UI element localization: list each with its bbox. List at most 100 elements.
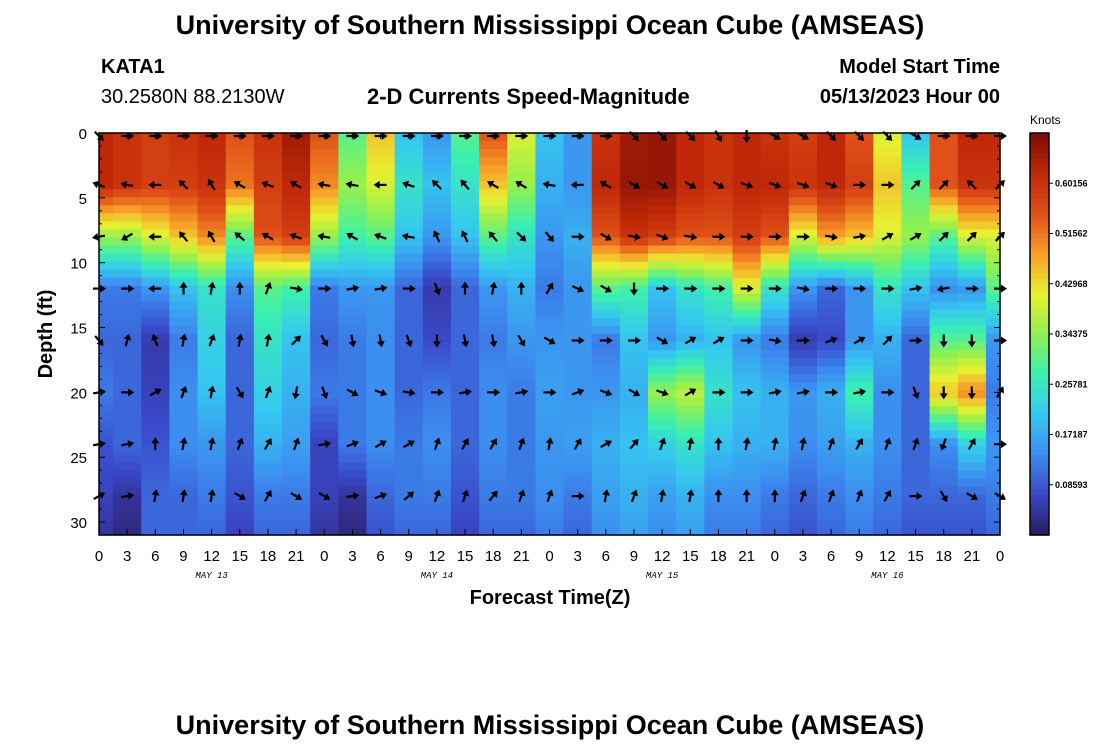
current-arrow bbox=[149, 132, 163, 140]
heatmap-cell bbox=[591, 510, 621, 520]
heatmap-cell bbox=[394, 374, 424, 383]
heatmap-cell bbox=[253, 221, 283, 231]
colorbar-segment bbox=[1030, 454, 1049, 461]
heatmap-cell bbox=[985, 253, 1001, 263]
heatmap-cell bbox=[450, 253, 480, 263]
heatmap-cell bbox=[113, 157, 142, 166]
heatmap-cell bbox=[479, 350, 508, 359]
heatmap-cell bbox=[394, 462, 424, 472]
heatmap-cell bbox=[591, 414, 621, 424]
heatmap-cell bbox=[732, 261, 762, 271]
heatmap-cell bbox=[113, 261, 142, 271]
current-arrow bbox=[827, 489, 836, 503]
heatmap-cell bbox=[141, 221, 170, 231]
heatmap-cell bbox=[648, 165, 677, 174]
heatmap-cell bbox=[310, 325, 339, 335]
heatmap-cell bbox=[929, 221, 959, 231]
heatmap-cell bbox=[901, 157, 931, 166]
heatmap-cell bbox=[704, 358, 734, 367]
heatmap-cell bbox=[197, 197, 227, 206]
colorbar-segment bbox=[1030, 384, 1049, 390]
heatmap-cell bbox=[422, 350, 452, 359]
heatmap-cell bbox=[141, 309, 170, 319]
heatmap-cell bbox=[816, 366, 846, 375]
current-arrow bbox=[488, 231, 498, 243]
current-arrow bbox=[825, 336, 838, 344]
heatmap-cell bbox=[873, 165, 903, 174]
colorbar-segment bbox=[1030, 328, 1049, 335]
heatmap-cell bbox=[479, 478, 508, 488]
heatmap-cell bbox=[732, 446, 762, 456]
y-tick-label: 25 bbox=[70, 450, 87, 467]
heatmap-cell bbox=[282, 221, 311, 231]
heatmap-cell bbox=[253, 253, 283, 263]
heatmap-cell bbox=[704, 325, 734, 335]
colorbar-segment bbox=[1030, 499, 1049, 506]
heatmap-cell bbox=[535, 510, 565, 520]
heatmap-cell bbox=[535, 414, 565, 424]
heatmap-cell bbox=[563, 454, 593, 464]
heatmap-cell bbox=[985, 494, 1001, 504]
heatmap-cell bbox=[901, 325, 931, 335]
heatmap-cell bbox=[648, 358, 677, 367]
heatmap-cell bbox=[788, 518, 818, 528]
heatmap-cell bbox=[873, 317, 903, 327]
heatmap-cell bbox=[225, 293, 255, 303]
heatmap-cell bbox=[985, 366, 1001, 375]
heatmap-cell bbox=[141, 253, 170, 263]
heatmap-cell bbox=[450, 277, 480, 287]
heatmap-cell bbox=[648, 414, 677, 424]
current-arrow bbox=[855, 489, 864, 503]
heatmap-cell bbox=[479, 173, 508, 182]
heatmap-cell bbox=[845, 325, 874, 335]
current-arrow bbox=[630, 489, 639, 503]
heatmap-cell bbox=[929, 277, 959, 287]
heatmap-cell bbox=[816, 342, 846, 351]
heatmap-cell bbox=[99, 317, 114, 327]
heatmap-cell bbox=[450, 478, 480, 488]
heatmap-cell bbox=[141, 213, 170, 223]
heatmap-cell bbox=[338, 438, 368, 448]
heatmap-cell bbox=[563, 470, 593, 480]
heatmap-cell bbox=[282, 430, 311, 440]
current-arrow bbox=[938, 231, 949, 242]
heatmap-cell bbox=[253, 317, 283, 327]
heatmap-cell bbox=[732, 358, 762, 367]
current-arrow bbox=[939, 490, 948, 503]
heatmap-cell bbox=[985, 245, 1001, 255]
heatmap-cell bbox=[760, 173, 790, 182]
current-arrow bbox=[768, 284, 782, 293]
heatmap-cell bbox=[366, 285, 396, 295]
heatmap-cell bbox=[563, 141, 593, 150]
heatmap-cell bbox=[648, 157, 677, 166]
heatmap-cell bbox=[99, 358, 114, 367]
heatmap-cell bbox=[479, 382, 508, 391]
heatmap-cell bbox=[901, 189, 931, 198]
heatmap-cell bbox=[873, 478, 903, 488]
heatmap-cell bbox=[985, 293, 1001, 303]
current-arrow bbox=[515, 180, 528, 189]
heatmap-cell bbox=[169, 510, 199, 520]
current-arrow bbox=[264, 282, 273, 295]
current-arrow bbox=[489, 281, 498, 295]
heatmap-cell bbox=[310, 358, 339, 367]
colorbar-segment bbox=[1030, 288, 1049, 295]
heatmap-cell bbox=[394, 350, 424, 359]
heatmap-cell bbox=[113, 518, 142, 528]
heatmap-cell bbox=[141, 518, 170, 528]
heatmap-cell bbox=[788, 285, 818, 295]
heatmap-cell bbox=[366, 366, 396, 375]
heatmap-cell bbox=[816, 486, 846, 496]
heatmap-cell bbox=[760, 149, 790, 158]
current-arrow bbox=[571, 336, 585, 345]
heatmap-cell bbox=[394, 229, 424, 239]
heatmap-cell bbox=[732, 406, 762, 415]
heatmap-cell bbox=[141, 510, 170, 520]
heatmap-cell bbox=[450, 350, 480, 359]
x-tick-label: 6 bbox=[376, 548, 384, 565]
heatmap-cell bbox=[310, 205, 339, 214]
heatmap-cell bbox=[760, 213, 790, 223]
heatmap-cell bbox=[788, 189, 818, 198]
heatmap-cell bbox=[366, 470, 396, 480]
heatmap-cell bbox=[99, 221, 114, 231]
